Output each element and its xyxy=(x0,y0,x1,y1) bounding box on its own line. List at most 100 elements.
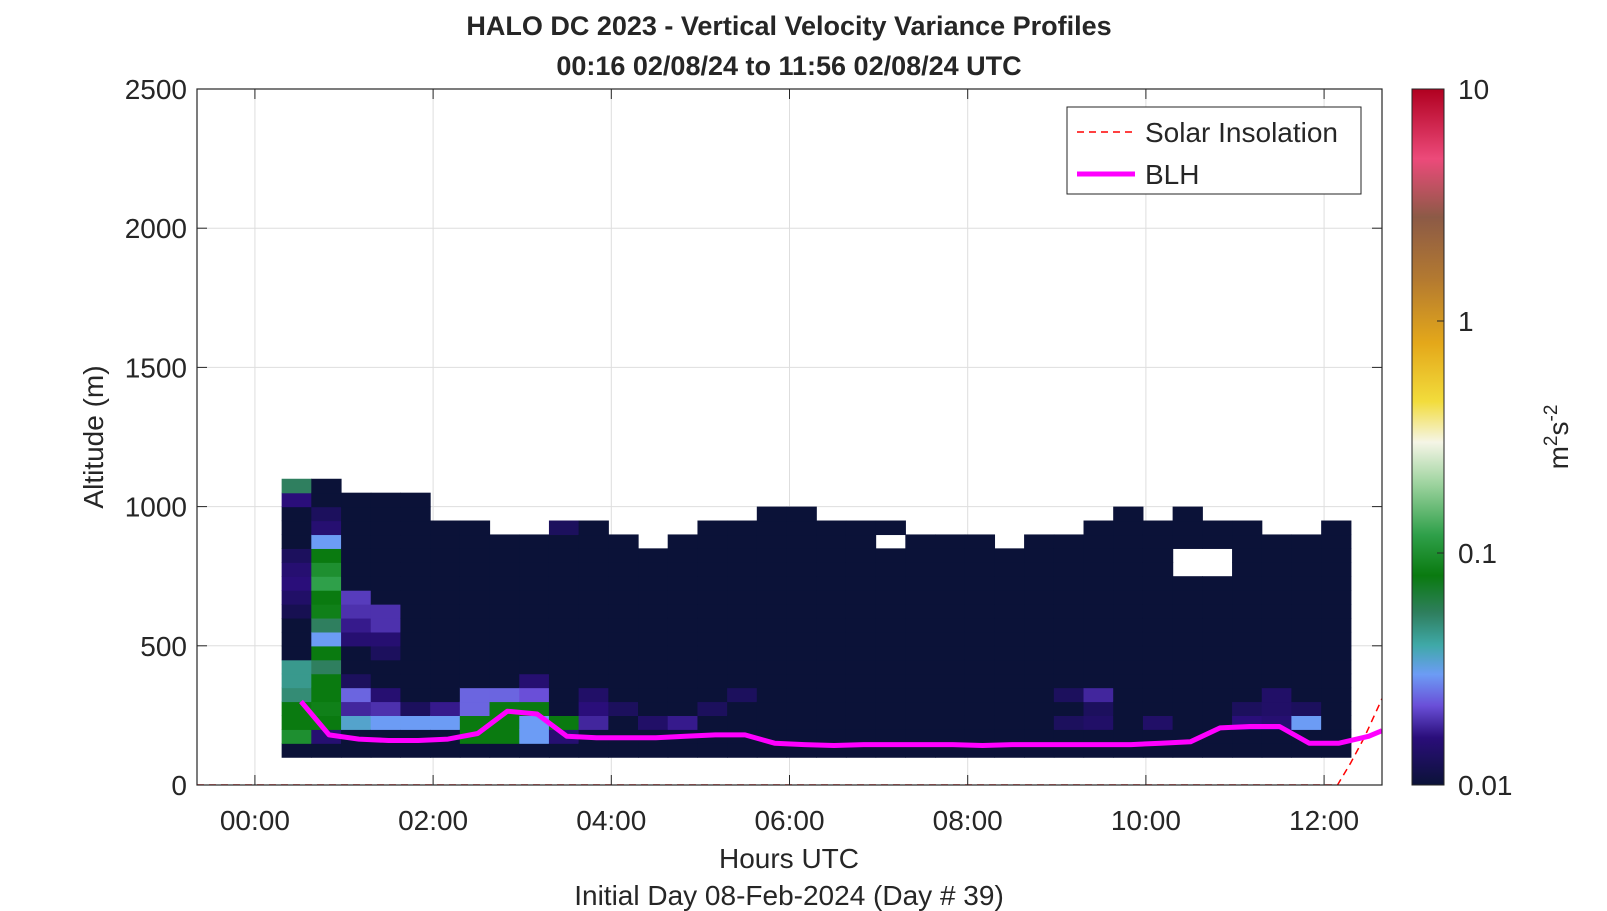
variance-cell xyxy=(1202,701,1233,716)
variance-cell xyxy=(667,617,698,633)
variance-cell xyxy=(1172,645,1203,661)
variance-cell xyxy=(964,576,996,591)
variance-cell xyxy=(608,617,639,633)
variance-cell xyxy=(935,673,966,689)
variance-cell xyxy=(816,673,847,689)
variance-cell xyxy=(489,576,520,591)
variance-cell xyxy=(875,673,906,689)
variance-cell xyxy=(667,659,698,675)
variance-cell xyxy=(459,743,491,758)
variance-cell xyxy=(578,562,609,577)
variance-cell xyxy=(1202,645,1233,661)
variance-cell xyxy=(578,659,609,675)
variance-cell xyxy=(578,534,609,549)
variance-cell xyxy=(1321,687,1352,703)
variance-cell xyxy=(727,576,758,591)
variance-cell xyxy=(1291,673,1322,689)
variance-cell xyxy=(341,715,372,730)
variance-cell xyxy=(994,617,1025,633)
variance-cell xyxy=(489,743,520,758)
variance-cell xyxy=(400,687,431,703)
variance-cell xyxy=(994,576,1025,591)
y-tick-label: 2000 xyxy=(125,213,187,244)
variance-cell xyxy=(667,631,698,647)
variance-cell xyxy=(1083,715,1114,730)
variance-cell xyxy=(1053,576,1085,591)
axis-ticks: 00:00 02:00 04:00 06:00 08:00 10:00 12:00 0 500 1… xyxy=(125,74,1382,836)
variance-cell xyxy=(964,604,996,619)
variance-cell xyxy=(1083,659,1114,675)
variance-cell xyxy=(459,520,491,536)
variance-cell xyxy=(1261,590,1292,605)
variance-cell xyxy=(400,604,431,619)
variance-cell xyxy=(1172,534,1203,549)
variance-cell xyxy=(1232,729,1263,744)
y-axis-label: Altitude (m) xyxy=(78,365,109,508)
variance-cell xyxy=(638,576,669,591)
variance-cell xyxy=(1113,631,1144,647)
variance-cell xyxy=(1053,715,1085,730)
variance-cell xyxy=(845,604,877,619)
variance-cell xyxy=(1202,631,1233,647)
variance-cell xyxy=(1291,562,1322,577)
variance-cell xyxy=(1024,631,1055,647)
variance-cell xyxy=(1232,659,1263,675)
x-tick-label: 02:00 xyxy=(398,805,468,836)
variance-cell xyxy=(400,562,431,577)
variance-cell xyxy=(697,631,728,647)
legend-box xyxy=(1066,106,1362,195)
variance-cell xyxy=(608,604,639,619)
variance-cell xyxy=(1232,604,1263,619)
variance-cell xyxy=(697,562,728,577)
colorbar-tick-label: 0.01 xyxy=(1458,770,1513,801)
variance-cell xyxy=(786,729,817,744)
variance-cell xyxy=(489,687,520,703)
variance-cell xyxy=(578,743,609,758)
variance-cell xyxy=(459,548,491,563)
variance-cell xyxy=(756,673,788,689)
variance-cell xyxy=(519,548,550,563)
variance-cell xyxy=(1261,687,1292,703)
variance-cell xyxy=(1083,562,1114,577)
variance-cell xyxy=(1053,631,1085,647)
variance-cell xyxy=(875,729,906,744)
variance-cell xyxy=(341,701,372,716)
variance-cell xyxy=(816,715,847,730)
variance-cell xyxy=(1142,548,1174,563)
variance-cell xyxy=(1172,604,1203,619)
variance-cell xyxy=(697,534,728,549)
variance-cell xyxy=(548,576,580,591)
variance-cell xyxy=(667,576,698,591)
variance-cell xyxy=(370,673,402,689)
variance-cell xyxy=(281,617,312,633)
variance-cell xyxy=(1024,576,1055,591)
variance-cell xyxy=(489,604,520,619)
variance-cell xyxy=(281,729,312,744)
variance-cell xyxy=(1202,520,1233,536)
variance-cell xyxy=(281,715,312,730)
variance-cell xyxy=(1083,604,1114,619)
variance-cell xyxy=(875,576,906,591)
variance-cell xyxy=(875,562,906,577)
variance-cell xyxy=(964,631,996,647)
variance-cell xyxy=(608,659,639,675)
variance-cell xyxy=(786,534,817,549)
variance-cell xyxy=(489,659,520,675)
colorbar-unit-sup2: -2 xyxy=(1541,405,1562,422)
variance-cell xyxy=(548,534,580,549)
variance-cell xyxy=(1083,631,1114,647)
variance-cell xyxy=(1024,659,1055,675)
variance-cell xyxy=(578,590,609,605)
variance-cell xyxy=(786,506,817,522)
variance-cell xyxy=(608,548,639,563)
variance-cell xyxy=(1024,590,1055,605)
variance-cell xyxy=(1172,631,1203,647)
variance-cell xyxy=(845,673,877,689)
variance-cell xyxy=(311,492,342,508)
variance-cell xyxy=(370,701,402,716)
variance-cell xyxy=(697,715,728,730)
variance-cell xyxy=(697,743,728,758)
variance-cell xyxy=(1232,590,1263,605)
variance-cell xyxy=(816,701,847,716)
